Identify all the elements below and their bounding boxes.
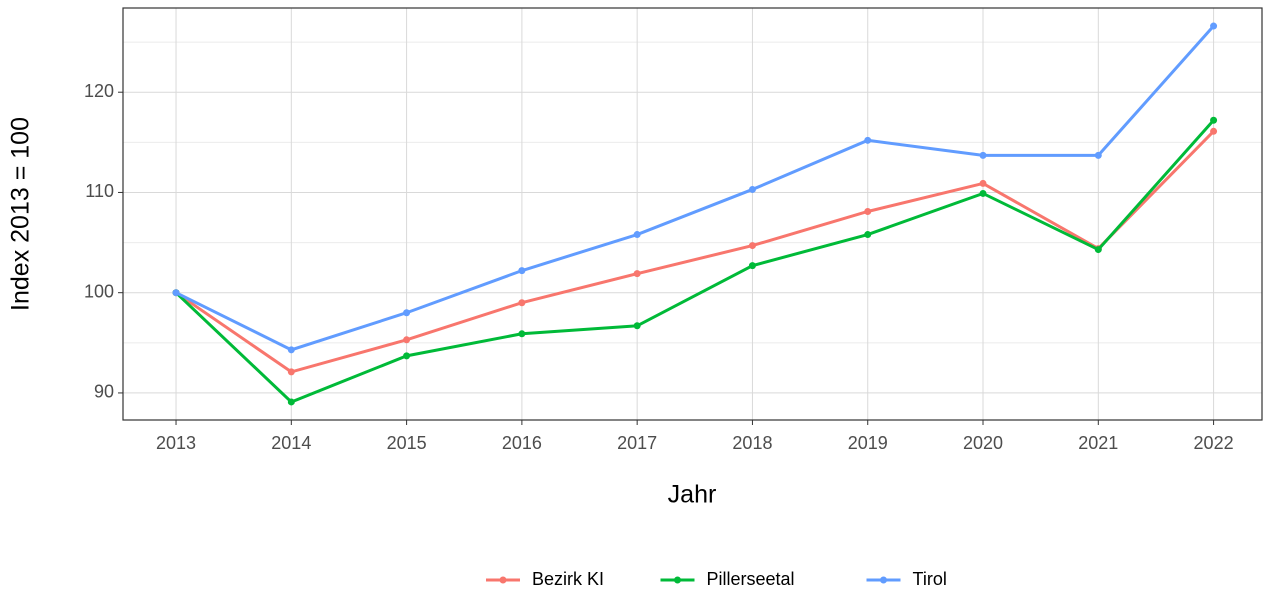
x-tick-label: 2013 — [156, 433, 196, 453]
point — [633, 231, 641, 239]
point — [979, 151, 987, 159]
x-tick-label: 2020 — [963, 433, 1003, 453]
series-line — [175, 25, 1215, 352]
point — [287, 346, 295, 354]
point — [864, 136, 872, 144]
point — [403, 336, 411, 344]
point — [864, 207, 872, 215]
point — [979, 179, 987, 187]
x-tick-label: 2019 — [848, 433, 888, 453]
point — [287, 368, 295, 376]
x-tick-label: 2014 — [271, 433, 311, 453]
x-tick-label: 2015 — [387, 433, 427, 453]
point — [1094, 246, 1102, 254]
point — [979, 189, 987, 197]
point — [633, 322, 641, 330]
point — [748, 242, 756, 250]
point — [864, 231, 872, 239]
point — [1094, 151, 1102, 159]
point — [748, 262, 756, 270]
panel-border — [122, 7, 1263, 421]
legend-label: Bezirk KI — [532, 569, 604, 589]
legend-label: Tirol — [913, 569, 947, 589]
point — [403, 309, 411, 317]
point — [748, 185, 756, 193]
y-tick-label: 110 — [85, 181, 114, 201]
point — [518, 330, 526, 338]
x-tick-label: 2021 — [1078, 433, 1118, 453]
x-tick-label: 2018 — [732, 433, 772, 453]
legend-key-point — [880, 576, 887, 584]
y-tick-label: 120 — [84, 81, 114, 101]
x-tick-label: 2016 — [502, 433, 542, 453]
point — [518, 299, 526, 307]
point — [518, 267, 526, 275]
x-axis-title: Jahr — [668, 481, 717, 509]
legend-label: Pillerseetal — [707, 569, 795, 589]
y-axis-title: Index 2013 = 100 — [7, 117, 35, 311]
series-line — [174, 119, 1215, 404]
point — [1210, 116, 1218, 124]
x-tick-label: 2017 — [617, 433, 657, 453]
x-tick-label: 2022 — [1194, 433, 1234, 453]
point — [633, 270, 641, 278]
point — [403, 352, 411, 360]
point — [1210, 127, 1218, 135]
legend-key-point — [499, 576, 507, 584]
point — [287, 398, 295, 406]
point — [1210, 22, 1218, 30]
y-tick-label: 100 — [84, 281, 114, 301]
y-tick-label: 90 — [94, 382, 114, 402]
legend-key-point — [674, 576, 681, 584]
point — [172, 289, 180, 297]
series-line — [175, 130, 1215, 374]
